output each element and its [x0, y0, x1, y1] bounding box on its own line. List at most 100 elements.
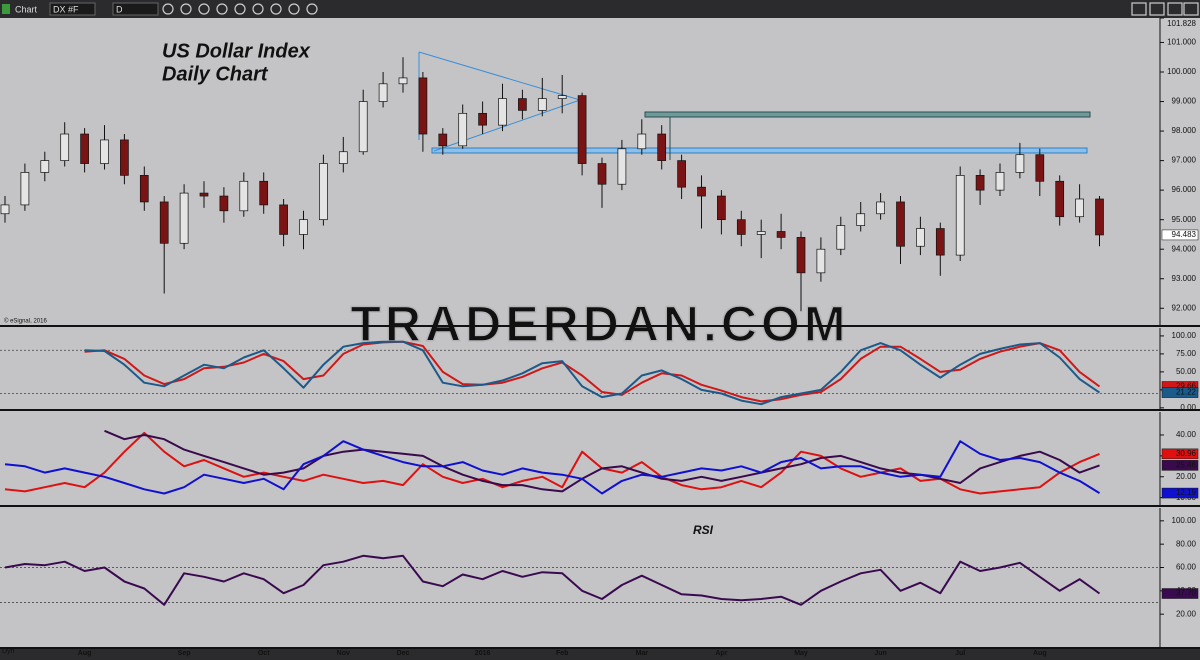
triangle-line	[433, 99, 581, 152]
symbol[interactable]: DX #F	[53, 4, 79, 14]
chart-subtitle: Daily Chart	[162, 63, 269, 85]
last-value-label: 94.483	[1172, 230, 1197, 239]
y-tick-label: 0.00	[1180, 403, 1196, 412]
y-tick-label: 101.000	[1167, 38, 1196, 47]
help-button[interactable]	[1131, 2, 1147, 16]
y-tick-label: 98.000	[1172, 126, 1197, 135]
candle-body	[20, 172, 30, 206]
y-tick-label: 92.000	[1172, 303, 1197, 312]
last-value-tag	[1161, 229, 1199, 241]
y-tick-label: 100.00	[1172, 331, 1197, 340]
candle-body	[378, 83, 388, 102]
x-tick-label: Apr	[715, 650, 727, 657]
tool-icon[interactable]	[270, 3, 282, 15]
last-value-label: 21.22	[1176, 388, 1197, 397]
y-tick-label: 20.00	[1176, 472, 1197, 481]
candle-body	[935, 228, 945, 256]
tool-icon[interactable]	[198, 3, 210, 15]
tool-icon[interactable]	[216, 3, 228, 15]
x-tick-label: Aug	[78, 650, 92, 657]
y-tick-label: 96.000	[1172, 185, 1197, 194]
candle-body	[100, 139, 109, 164]
minimize-button[interactable]	[1149, 2, 1165, 16]
app-icon	[2, 4, 10, 14]
maximize-button[interactable]	[1167, 2, 1183, 16]
candle-body	[498, 98, 507, 126]
candle-body	[1035, 154, 1045, 182]
y-tick-label: 101.828	[1167, 19, 1196, 28]
candle-body	[239, 180, 249, 212]
candle-body	[896, 201, 905, 247]
pane-title: RSI	[693, 523, 714, 537]
indicator-line	[104, 429, 1100, 493]
tool-icon[interactable]	[306, 3, 318, 15]
x-tick-label: Jul	[955, 650, 965, 657]
last-value-tag	[1161, 448, 1199, 460]
candle-body	[975, 175, 985, 191]
y-tick-label: 20.00	[1176, 609, 1197, 618]
candle-body	[358, 101, 368, 153]
resistance-zone	[644, 111, 1091, 118]
last-value-tag	[1161, 460, 1199, 471]
last-value-tag	[1161, 588, 1199, 599]
candle-body	[259, 180, 269, 206]
candle-body	[796, 237, 806, 274]
candle-body	[717, 195, 726, 221]
interval-box[interactable]	[112, 2, 159, 16]
footer-label: Dyn	[2, 648, 15, 655]
candle-body	[478, 112, 487, 126]
x-tick-label: Aug	[1033, 650, 1047, 657]
candle-body	[597, 163, 607, 185]
y-tick-label: 97.000	[1172, 156, 1197, 165]
triangle-line	[418, 51, 581, 101]
candle-body	[995, 172, 1005, 191]
footer	[0, 648, 1200, 660]
candle-body	[577, 95, 587, 164]
candle-body	[319, 163, 328, 221]
x-tick-label: Oct	[258, 650, 270, 657]
tool-icon[interactable]	[252, 3, 264, 15]
y-tick-label: 94.000	[1172, 244, 1197, 253]
x-tick-label: Nov	[337, 650, 350, 657]
indicator-line	[84, 340, 1101, 406]
candle-body	[418, 77, 428, 135]
tool-icon[interactable]	[162, 3, 174, 15]
candle-body	[120, 139, 129, 176]
drawings	[418, 51, 1091, 160]
candle-body	[677, 160, 686, 188]
window-title: Chart	[15, 4, 38, 14]
candle-body	[1015, 154, 1025, 173]
candle-body	[279, 204, 288, 235]
x-tick-label: Sep	[178, 650, 191, 657]
indicator-line	[4, 431, 1100, 495]
candle-body	[856, 213, 866, 226]
candle-body	[179, 192, 189, 244]
candle-body	[836, 225, 846, 250]
close-button[interactable]	[1183, 2, 1199, 16]
last-value-label: 12.19	[1176, 488, 1197, 497]
candle-body	[219, 195, 229, 212]
tool-icon[interactable]	[288, 3, 300, 15]
last-value-label: 37.70	[1176, 589, 1197, 598]
candle-body	[60, 133, 70, 161]
candle-body	[916, 228, 925, 247]
last-value-tag	[1161, 387, 1199, 398]
x-tick-label: Mar	[636, 650, 649, 657]
tool-icon[interactable]	[180, 3, 192, 15]
interval[interactable]: D	[116, 4, 123, 14]
symbol-box[interactable]	[49, 2, 96, 16]
candle-body	[657, 133, 667, 161]
last-value-label: 29.66	[1176, 382, 1197, 391]
indicator-line	[84, 340, 1101, 403]
y-tick-label: 99.000	[1172, 97, 1197, 106]
indicator-line	[4, 554, 1101, 606]
y-tick-label: 50.00	[1176, 367, 1197, 376]
candle-body	[617, 148, 627, 185]
candle-body	[756, 231, 766, 235]
candle-body	[398, 77, 408, 85]
y-tick-label: 93.000	[1172, 274, 1197, 283]
tool-icon[interactable]	[234, 3, 246, 15]
y-tick-label: 95.000	[1172, 215, 1197, 224]
source-note: © eSignal, 2016	[4, 318, 47, 325]
